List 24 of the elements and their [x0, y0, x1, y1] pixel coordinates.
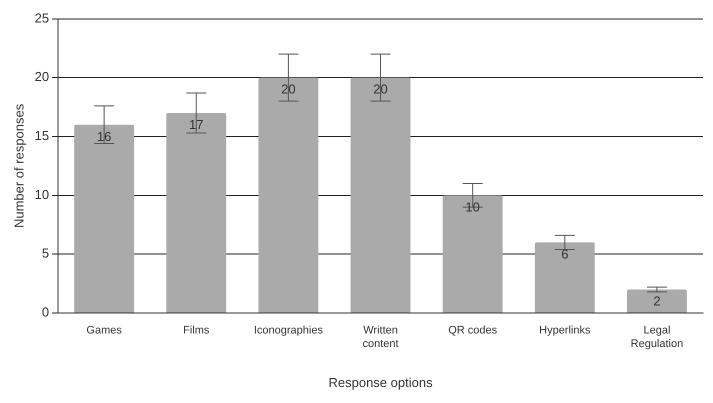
x-tick-label: Films — [183, 324, 210, 337]
bar — [534, 242, 595, 312]
y-tick-label: 0 — [42, 304, 50, 320]
x-axis-title: Response options — [328, 374, 434, 390]
bar — [442, 195, 503, 312]
x-tick-label: Written content — [362, 324, 399, 350]
y-tick-label: 10 — [34, 186, 50, 202]
bar — [74, 124, 134, 312]
bar — [350, 78, 410, 312]
x-tick-label: Iconographies — [254, 324, 324, 337]
x-tick-label: QR codes — [448, 324, 498, 337]
bar — [626, 289, 687, 312]
data-label: 2 — [653, 294, 661, 309]
bar — [258, 78, 318, 312]
x-tick-label: Hyperlinks — [539, 324, 591, 337]
x-tick-label: Legal Regulation — [630, 324, 684, 350]
y-axis-title: Number of responses — [11, 103, 26, 228]
y-tick-label: 20 — [34, 69, 50, 84]
y-tick-label: 15 — [34, 128, 50, 144]
data-label: 6 — [561, 246, 568, 262]
y-tick-label: 5 — [42, 246, 50, 261]
bar — [166, 112, 226, 312]
x-tick-label: Games — [86, 324, 122, 337]
y-tick-label: 25 — [34, 10, 50, 26]
